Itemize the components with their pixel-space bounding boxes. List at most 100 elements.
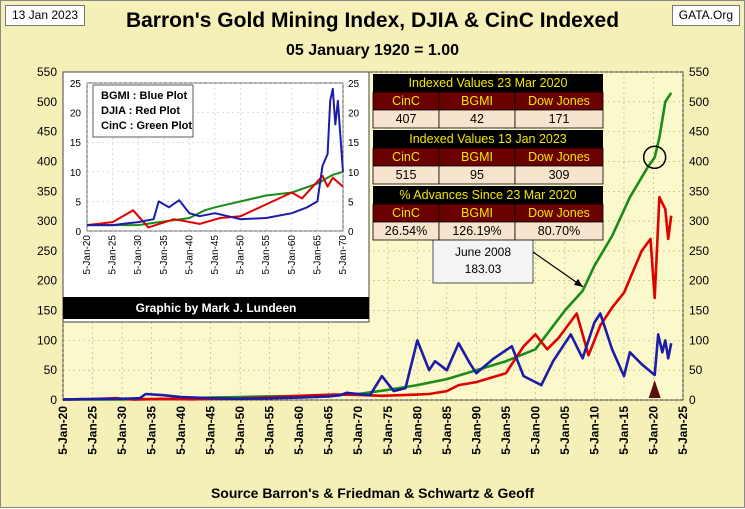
x-tick-label: 5-Jan-40 [174,406,188,455]
y-tick-label-right: 450 [689,125,709,139]
table-header-label: BGMI [461,206,493,220]
table-value: 80.70% [538,224,580,238]
x-tick-label: 5-Jan-85 [440,406,454,455]
y-tick-label-right: 250 [689,244,709,258]
march-2020-marker [648,380,661,398]
annotation-arrowhead [573,278,583,287]
inset-series-line-djia [86,174,344,229]
x-tick-label: 5-Jan-20 [56,406,70,455]
table-value: 515 [396,168,417,182]
chart-subtitle: 05 January 1920 = 1.00 [285,42,460,59]
y-tick-label-left: 300 [37,214,57,228]
x-tick-label: 5-Jan-05 [558,406,572,455]
table-title: Indexed Values 23 Mar 2020 [409,76,568,90]
y-tick-label-right: 550 [689,65,709,79]
highlight-circle [642,145,667,170]
y-tick-label-right: 500 [689,95,709,109]
table-header-label: Dow Jones [528,206,590,220]
inset-x-tick-label: 5-Jan-70 [338,235,349,275]
inset-y-tick-right: 25 [348,79,360,90]
y-tick-label-left: 200 [37,274,57,288]
y-tick-label-right: 200 [689,274,709,288]
inset-series-line-bgmi [87,87,344,227]
x-tick-label: 5-Jan-20 [646,406,660,455]
inset-x-tick-label: 5-Jan-60 [287,235,298,275]
x-tick-label: 5-Jan-35 [145,406,159,455]
x-tick-label: 5-Jan-30 [115,406,129,455]
x-tick-label: 5-Jan-00 [528,406,542,455]
inset-y-tick-left: 0 [75,227,81,238]
y-tick-label-left: 500 [37,95,57,109]
x-tick-label: 5-Jan-15 [617,406,631,455]
annotation-label: June 2008 [455,245,511,259]
inset-y-tick-right: 5 [348,197,354,208]
inset-x-tick-label: 5-Jan-20 [82,235,93,275]
chart-title: Barron's Gold Mining Index, DJIA & CinC … [125,9,620,32]
y-tick-label-left: 450 [37,125,57,139]
series-line-bgmi [62,312,673,401]
table-header-label: Dow Jones [528,150,590,164]
inset-y-tick-left: 15 [70,138,82,149]
table-header-label: Dow Jones [528,94,590,108]
table-title: % Advances Since 23 Mar 2020 [399,188,576,202]
y-tick-label-right: 50 [689,363,703,377]
inset-x-tick-label: 5-Jan-45 [210,235,221,275]
table-value: 407 [396,112,417,126]
inset-y-tick-left: 25 [70,79,82,90]
table-value: 26.54% [385,224,427,238]
x-tick-label: 5-Jan-70 [351,406,365,455]
y-tick-label-left: 250 [37,244,57,258]
y-tick-label-left: 350 [37,184,57,198]
y-tick-label-left: 100 [37,333,57,347]
x-tick-label: 5-Jan-80 [410,406,424,455]
table-value: 126.19% [452,224,501,238]
table-value: 171 [549,112,570,126]
x-tick-label: 5-Jan-45 [204,406,218,455]
inset-y-tick-right: 0 [348,227,354,238]
inset-y-tick-left: 5 [75,197,81,208]
inset-x-tick-label: 5-Jan-40 [184,235,195,275]
x-tick-label: 5-Jan-25 [676,406,690,455]
y-tick-label-right: 100 [689,333,709,347]
inset-legend-box [92,84,194,138]
site-stamp: GATA.Org [671,5,740,26]
table-header-label: BGMI [461,150,493,164]
table-value-cell [514,165,604,185]
y-tick-label-right: 300 [689,214,709,228]
table-title-bg [373,186,603,204]
x-tick-label: 5-Jan-75 [381,406,395,455]
table-value-cell [514,221,604,241]
annotation-arrow [532,251,584,288]
inset-x-tick-label: 5-Jan-65 [312,235,323,275]
y-tick-label-left: 550 [37,65,57,79]
inset-x-tick-label: 5-Jan-35 [159,235,170,275]
inset-legend-entry: DJIA : Red Plot [101,105,180,117]
inset-y-tick-left: 10 [70,168,82,179]
inset-y-tick-left: 20 [70,109,82,120]
x-tick-label: 5-Jan-55 [263,406,277,455]
inset-legend-entry: BGMI : Blue Plot [101,90,188,102]
credit-band [63,297,369,319]
inset-legend-entry: CinC : Green Plot [101,120,192,132]
y-tick-label-right: 150 [689,304,709,318]
inset-x-tick-label: 5-Jan-25 [108,235,119,275]
table-value: 309 [549,168,570,182]
table-value-cell [514,109,604,129]
x-tick-label: 5-Jan-65 [322,406,336,455]
source-caption: Source Barron's & Friedman & Schwartz & … [210,485,535,501]
x-tick-label: 5-Jan-95 [499,406,513,455]
inset-x-tick-label: 5-Jan-50 [236,235,247,275]
x-tick-label: 5-Jan-10 [587,406,601,455]
table-header-label: BGMI [461,94,493,108]
inset-x-tick-label: 5-Jan-55 [261,235,272,275]
inset-y-tick-right: 15 [348,138,360,149]
y-tick-label-left: 0 [50,393,57,407]
y-tick-label-right: 350 [689,184,709,198]
table-header-label: CinC [392,150,420,164]
y-tick-label-right: 400 [689,154,709,168]
y-tick-label-left: 50 [44,363,58,377]
y-tick-label-left: 150 [37,304,57,318]
credit-text: Graphic by Mark J. Lundeen [136,301,297,315]
